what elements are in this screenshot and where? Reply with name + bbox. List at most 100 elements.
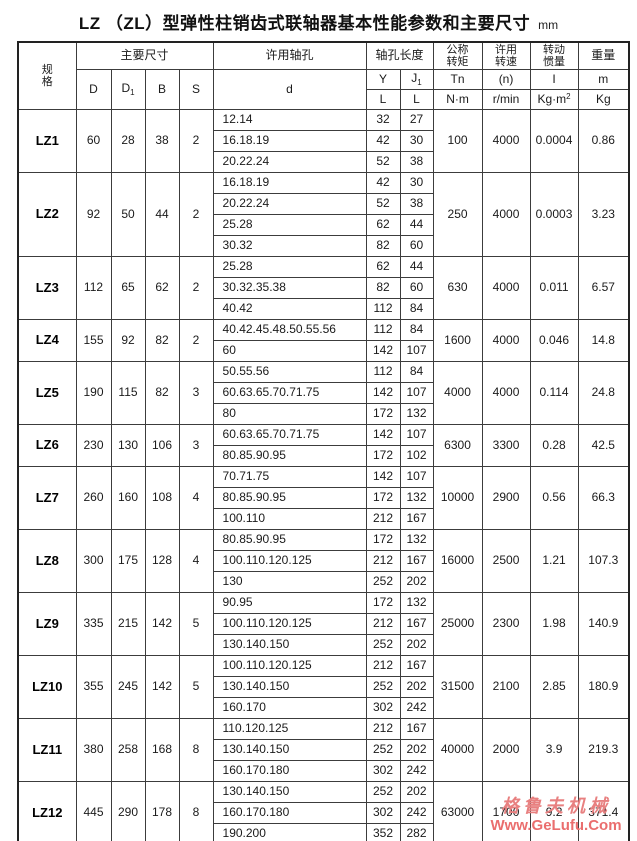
length-J1-cell: 107 [399,466,434,488]
speed-label-line2: 转速 [495,56,518,68]
length-Y-cell: 42 [365,172,401,194]
length-J1-cell: 167 [399,655,434,677]
col-header-torque: 公称 转矩 [432,41,483,70]
weight-cell: 24.8 [577,361,630,425]
dim-B-cell: 142 [144,655,180,719]
inertia-label-line1: 转动 [543,44,566,56]
bore-d-cell: 20.22.24 [212,193,367,215]
weight-cell: 219.3 [577,718,630,782]
dim-B-cell: 62 [144,256,180,320]
length-Y-cell: 112 [365,361,401,383]
length-J1-cell: 84 [399,319,434,341]
bore-d-cell: 130.140.150 [212,634,367,656]
length-J1-cell: 167 [399,613,434,635]
weight-cell: 6.57 [577,256,630,320]
table-row: LZ6 230 130 106 3 60.63.65.70.71.75 142 107 6300… [17,424,630,467]
length-J1-cell: 242 [399,760,434,782]
bore-d-cell: 30.32.35.38 [212,277,367,299]
inertia-label-line2: 惯量 [543,56,566,68]
bore-d-cell: 60.63.65.70.71.75 [212,424,367,446]
inertia-cell: 0.046 [529,319,579,362]
col-symbol-d: d [212,69,367,110]
length-Y-cell: 52 [365,193,401,215]
length-Y-cell: 142 [365,424,401,446]
bore-d-cell: 80 [212,403,367,425]
col-header-inertia: 转动 惯量 [529,41,579,70]
table-row: 25.28 62 44 [18,214,629,236]
weight-cell: 42.5 [577,424,630,467]
dim-D-cell: 190 [75,361,112,425]
d1-base: D [121,80,131,95]
dim-D1-cell: 258 [110,718,146,782]
weight-cell: 66.3 [577,466,630,530]
model-cell: LZ7 [17,466,77,530]
dim-B-cell: 142 [144,592,180,656]
inertia-cell: 0.0003 [529,172,579,257]
spec-label-line2: 格 [41,76,53,88]
length-Y-cell: 32 [365,109,401,131]
table-row: 190.200 352 282 [18,823,629,841]
length-Y-cell: 112 [365,319,401,341]
model-cell: LZ8 [17,529,77,593]
unit-J1: L [399,89,434,110]
length-Y-cell: 212 [365,550,401,572]
bore-d-cell: 130.140.150 [212,781,367,803]
inertia-cell: 2.85 [529,655,579,719]
length-J1-cell: 102 [399,445,434,467]
length-Y-cell: 212 [365,613,401,635]
model-cell: LZ6 [17,424,77,467]
bore-d-cell: 50.55.56 [212,361,367,383]
speed-cell: 4000 [481,256,531,320]
bore-d-cell: 80.85.90.95 [212,529,367,551]
inertia-cell: 0.011 [529,256,579,320]
bore-d-cell: 160.170 [212,697,367,719]
length-Y-cell: 252 [365,781,401,803]
bore-d-cell: 25.28 [212,214,367,236]
coupling-spec-table: 规 格 主要尺寸 许用轴孔 轴孔长度 公称 转矩 许用 转速 转动 惯量 重量 … [17,41,631,841]
table-row: 130.140.150 252 202 [18,739,629,761]
length-J1-cell: 167 [399,508,434,530]
model-cell: LZ1 [17,109,77,173]
torque-label-line2: 转矩 [446,56,469,68]
bore-d-cell: 190.200 [212,823,367,841]
header-row-symbols: D D1 B S d Y J1 Tn (n) I m [18,69,630,110]
bore-d-cell: 90.95 [212,592,367,614]
length-Y-cell: 172 [365,445,401,467]
length-J1-cell: 202 [399,571,434,593]
header-row-groups: 规 格 主要尺寸 许用轴孔 轴孔长度 公称 转矩 许用 转速 转动 惯量 重量 [17,41,630,110]
bore-d-cell: 70.71.75 [212,466,367,488]
length-Y-cell: 212 [365,718,401,740]
torque-cell: 6300 [432,424,483,467]
length-J1-cell: 202 [399,781,434,803]
weight-cell: 0.86 [577,109,630,173]
dim-D-cell: 300 [75,529,112,593]
length-J1-cell: 30 [399,130,434,152]
dim-D1-cell: 175 [110,529,146,593]
bore-d-cell: 130 [212,571,367,593]
table-row: LZ7 260 160 108 4 70.71.75 142 107 10000 2900 0.56… [17,466,630,530]
inertia-cell: 9.2 [529,781,579,841]
speed-label-line1: 许用 [495,44,518,56]
length-Y-cell: 82 [365,235,401,257]
table-row: LZ12 445 290 178 8 130.140.150 252 202 63000 1700… [17,781,630,841]
length-Y-cell: 172 [365,487,401,509]
header-row-units: L L N·m r/min Kg·m2 Kg [18,89,630,110]
length-J1-cell: 202 [399,739,434,761]
bore-d-cell: 110.120.125 [212,718,367,740]
dim-B-cell: 82 [144,361,180,425]
table-row: 80 172 132 [18,403,629,425]
length-J1-cell: 60 [399,235,434,257]
bore-d-cell: 100.110.120.125 [212,550,367,572]
torque-cell: 31500 [432,655,483,719]
length-Y-cell: 212 [365,655,401,677]
dim-D-cell: 230 [75,424,112,467]
length-Y-cell: 172 [365,592,401,614]
length-J1-cell: 44 [399,256,434,278]
length-J1-cell: 132 [399,592,434,614]
length-Y-cell: 212 [365,508,401,530]
bore-d-cell: 100.110.120.125 [212,655,367,677]
page-title-text: LZ （ZL）型弹性柱销齿式联轴器基本性能参数和主要尺寸 [78,14,531,33]
dim-S-cell: 4 [178,529,214,593]
j1-sub: 1 [417,77,422,87]
dim-B-cell: 106 [144,424,180,467]
